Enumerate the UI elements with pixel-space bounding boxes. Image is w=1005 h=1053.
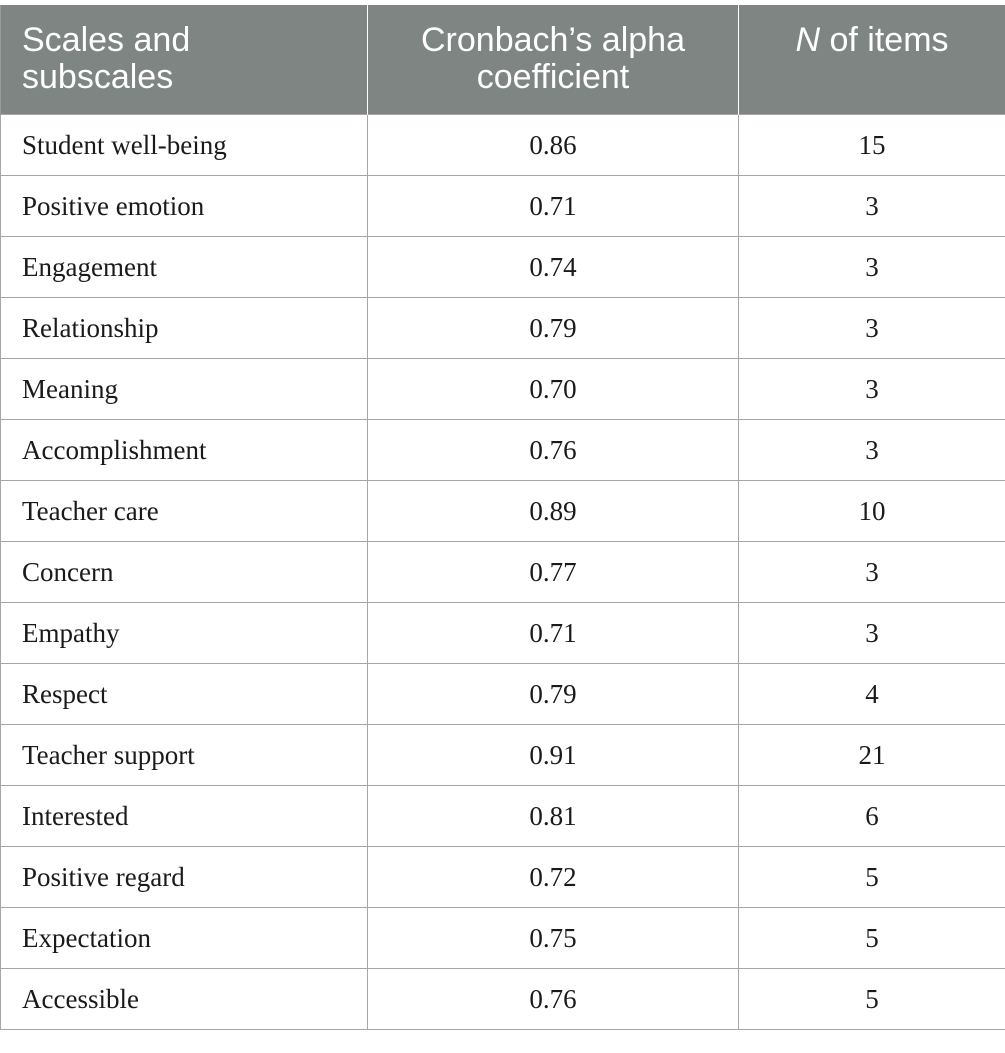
n-items-cell: 3 bbox=[738, 602, 1005, 664]
scale-name-cell: Meaning bbox=[0, 358, 368, 420]
alpha-cell: 0.75 bbox=[367, 907, 739, 969]
table-row: Engagement 0.74 3 bbox=[0, 236, 1005, 298]
table-row: Accessible 0.76 5 bbox=[0, 968, 1005, 1030]
n-items-cell: 3 bbox=[738, 297, 1005, 359]
header-scales-line1: Scales and bbox=[22, 21, 191, 59]
table-row: Respect 0.79 4 bbox=[0, 663, 1005, 725]
alpha-cell: 0.70 bbox=[367, 358, 739, 420]
alpha-cell: 0.81 bbox=[367, 785, 739, 847]
header-n-italic: N bbox=[795, 21, 821, 59]
table-row: Concern 0.77 3 bbox=[0, 541, 1005, 603]
n-items-cell: 3 bbox=[738, 541, 1005, 603]
scale-name-cell: Concern bbox=[0, 541, 368, 603]
n-items-cell: 6 bbox=[738, 785, 1005, 847]
scale-name-cell: Interested bbox=[0, 785, 368, 847]
alpha-cell: 0.86 bbox=[367, 114, 739, 176]
scale-name-cell: Respect bbox=[0, 663, 368, 725]
table-body: Student well-being 0.86 15 Positive emotion… bbox=[0, 114, 1005, 1030]
table-row: Empathy 0.71 3 bbox=[0, 602, 1005, 664]
scale-name-cell: Positive regard bbox=[0, 846, 368, 908]
alpha-cell: 0.76 bbox=[367, 419, 739, 481]
n-items-cell: 3 bbox=[738, 419, 1005, 481]
alpha-cell: 0.71 bbox=[367, 175, 739, 237]
n-items-cell: 3 bbox=[738, 175, 1005, 237]
n-items-cell: 5 bbox=[738, 846, 1005, 908]
alpha-cell: 0.72 bbox=[367, 846, 739, 908]
table-row: Positive emotion 0.71 3 bbox=[0, 175, 1005, 237]
n-items-cell: 5 bbox=[738, 968, 1005, 1030]
scale-name-cell: Empathy bbox=[0, 602, 368, 664]
scale-name-cell: Positive emotion bbox=[0, 175, 368, 237]
scale-name-cell: Relationship bbox=[0, 297, 368, 359]
alpha-cell: 0.76 bbox=[367, 968, 739, 1030]
table-header: Scales and subscales Cronbach’s alpha co… bbox=[0, 5, 1005, 115]
table-row: Accomplishment 0.76 3 bbox=[0, 419, 1005, 481]
alpha-cell: 0.71 bbox=[367, 602, 739, 664]
header-alpha-line1: Cronbach’s alpha bbox=[421, 21, 685, 59]
scale-name-cell: Student well-being bbox=[0, 114, 368, 176]
table-row: Teacher support 0.91 21 bbox=[0, 724, 1005, 786]
n-items-cell: 5 bbox=[738, 907, 1005, 969]
header-row: Scales and subscales Cronbach’s alpha co… bbox=[0, 5, 1005, 115]
alpha-cell: 0.79 bbox=[367, 663, 739, 725]
n-items-cell: 10 bbox=[738, 480, 1005, 542]
header-scales-line2: subscales bbox=[22, 58, 174, 96]
header-scales: Scales and subscales bbox=[0, 5, 368, 115]
alpha-cell: 0.74 bbox=[367, 236, 739, 298]
scale-name-cell: Teacher care bbox=[0, 480, 368, 542]
table-row: Interested 0.81 6 bbox=[0, 785, 1005, 847]
alpha-cell: 0.89 bbox=[367, 480, 739, 542]
n-items-cell: 15 bbox=[738, 114, 1005, 176]
alpha-cell: 0.79 bbox=[367, 297, 739, 359]
n-items-cell: 3 bbox=[738, 236, 1005, 298]
n-items-cell: 3 bbox=[738, 358, 1005, 420]
scale-name-cell: Teacher support bbox=[0, 724, 368, 786]
n-items-cell: 4 bbox=[738, 663, 1005, 725]
alpha-cell: 0.91 bbox=[367, 724, 739, 786]
n-items-cell: 21 bbox=[738, 724, 1005, 786]
table-row: Meaning 0.70 3 bbox=[0, 358, 1005, 420]
alpha-cell: 0.77 bbox=[367, 541, 739, 603]
table-row: Relationship 0.79 3 bbox=[0, 297, 1005, 359]
header-alpha-line2: coefficient bbox=[476, 58, 630, 96]
table-row: Teacher care 0.89 10 bbox=[0, 480, 1005, 542]
table-row: Student well-being 0.86 15 bbox=[0, 114, 1005, 176]
header-n-rest: of items bbox=[820, 21, 949, 59]
reliability-table: Scales and subscales Cronbach’s alpha co… bbox=[0, 5, 1005, 1030]
scale-name-cell: Accomplishment bbox=[0, 419, 368, 481]
table-row: Positive regard 0.72 5 bbox=[0, 846, 1005, 908]
header-n-items: N of items bbox=[738, 5, 1005, 115]
header-alpha: Cronbach’s alpha coefficient bbox=[367, 5, 739, 115]
table-row: Expectation 0.75 5 bbox=[0, 907, 1005, 969]
scale-name-cell: Engagement bbox=[0, 236, 368, 298]
scale-name-cell: Accessible bbox=[0, 968, 368, 1030]
scale-name-cell: Expectation bbox=[0, 907, 368, 969]
